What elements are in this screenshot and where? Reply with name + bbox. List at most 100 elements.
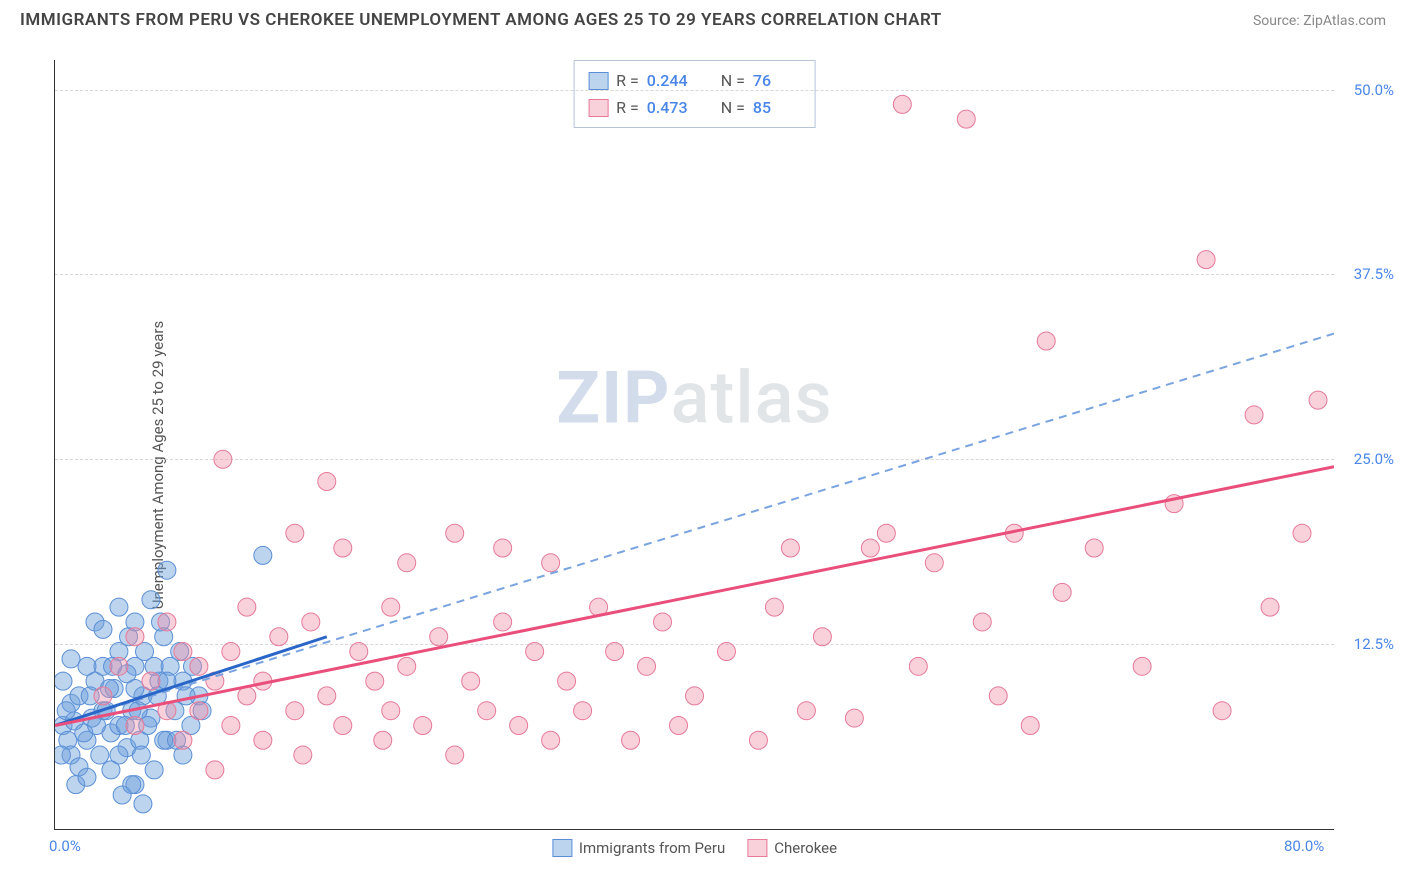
data-point-cherokee [302,613,320,631]
chart-title: IMMIGRANTS FROM PERU VS CHEROKEE UNEMPLO… [20,10,942,30]
data-point-cherokee [973,613,991,631]
data-point-cherokee [1261,598,1279,616]
data-point-cherokee [542,554,560,572]
legend-item-cherokee: Cherokee [747,839,837,857]
data-point-cherokee [398,554,416,572]
data-point-cherokee [334,539,352,557]
data-point-cherokee [494,539,512,557]
legend-swatch-peru [552,839,572,857]
data-point-peru [254,546,272,564]
data-point-cherokee [254,731,272,749]
data-point-cherokee [222,716,240,734]
data-point-cherokee [446,524,464,542]
data-point-cherokee [430,628,448,646]
data-point-cherokee [1309,391,1327,409]
data-point-cherokee [286,524,304,542]
x-tick-label: 80.0% [1284,837,1324,855]
data-point-cherokee [686,687,704,705]
data-point-cherokee [142,672,160,690]
data-point-cherokee [670,716,688,734]
data-point-cherokee [1037,332,1055,350]
data-point-peru [110,746,128,764]
data-point-cherokee [190,702,208,720]
data-point-cherokee [606,643,624,661]
data-point-cherokee [654,613,672,631]
data-point-peru [177,687,195,705]
data-point-cherokee [294,746,312,764]
data-point-cherokee [1293,524,1311,542]
data-point-cherokee [462,672,480,690]
data-point-cherokee [382,702,400,720]
y-tick-label: 12.5% [1354,635,1394,653]
data-point-peru [132,746,150,764]
data-point-cherokee [861,539,879,557]
data-point-cherokee [382,598,400,616]
data-point-cherokee [318,687,336,705]
data-point-cherokee [813,628,831,646]
y-tick-label: 25.0% [1354,450,1394,468]
data-point-cherokee [478,702,496,720]
plot-area: ZIPatlas R = 0.244 N = 76 R = 0.473 N = … [54,60,1334,830]
data-point-cherokee [1053,583,1071,601]
data-point-peru [145,761,163,779]
data-point-peru [78,768,96,786]
data-point-cherokee [845,709,863,727]
data-point-cherokee [1213,702,1231,720]
data-point-cherokee [797,702,815,720]
data-point-cherokee [366,672,384,690]
chart-header: IMMIGRANTS FROM PERU VS CHEROKEE UNEMPLO… [0,0,1406,36]
y-tick-label: 37.5% [1354,265,1394,283]
data-point-cherokee [717,643,735,661]
data-point-cherokee [622,731,640,749]
data-point-cherokee [989,687,1007,705]
data-point-cherokee [222,643,240,661]
data-point-cherokee [925,554,943,572]
data-point-peru [126,680,144,698]
data-point-cherokee [957,110,975,128]
data-point-cherokee [206,761,224,779]
legend-item-peru: Immigrants from Peru [552,839,725,857]
data-point-cherokee [494,613,512,631]
data-point-cherokee [174,731,192,749]
data-point-cherokee [126,716,144,734]
data-point-cherokee [1133,657,1151,675]
data-point-cherokee [190,657,208,675]
data-point-cherokee [909,657,927,675]
data-point-cherokee [558,672,576,690]
data-point-peru [134,795,152,813]
bottom-legend: Immigrants from Peru Cherokee [552,839,837,857]
data-point-cherokee [318,472,336,490]
data-point-cherokee [510,716,528,734]
chart-container: Unemployment Among Ages 25 to 29 years Z… [0,38,1406,892]
data-point-peru [91,746,109,764]
data-point-peru [78,657,96,675]
data-point-cherokee [526,643,544,661]
data-point-cherokee [238,687,256,705]
data-point-cherokee [334,716,352,734]
data-point-cherokee [1245,406,1263,424]
x-tick-label: 0.0% [49,837,81,855]
data-point-cherokee [126,628,144,646]
data-point-peru [123,776,141,794]
data-point-cherokee [781,539,799,557]
data-point-peru [110,598,128,616]
data-point-cherokee [214,450,232,468]
data-point-cherokee [174,643,192,661]
legend-swatch-cherokee [747,839,767,857]
data-point-cherokee [158,613,176,631]
data-point-cherokee [1021,716,1039,734]
data-point-cherokee [414,716,432,734]
data-point-peru [55,672,72,690]
source-attribution: Source: ZipAtlas.com [1253,13,1386,29]
data-point-peru [62,650,80,668]
data-point-cherokee [1085,539,1103,557]
data-point-cherokee [574,702,592,720]
data-point-cherokee [765,598,783,616]
data-point-peru [94,620,112,638]
data-point-cherokee [374,731,392,749]
data-point-cherokee [110,657,128,675]
data-point-peru [158,561,176,579]
data-point-cherokee [542,731,560,749]
data-point-cherokee [94,687,112,705]
data-point-cherokee [446,746,464,764]
